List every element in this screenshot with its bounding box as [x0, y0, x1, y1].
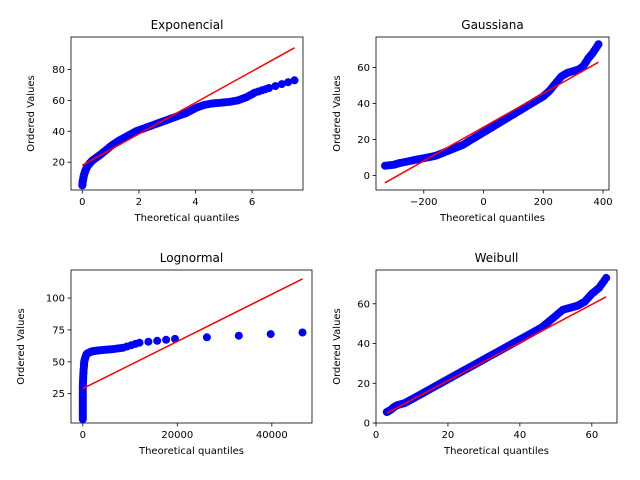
y-tick-label: 60 — [357, 299, 370, 310]
chart-panel-1: 0 2 4 6 20 40 60 80 Exponencial Theoretical quant… — [26, 18, 304, 224]
y-tick-label: 0 — [364, 419, 370, 430]
data-point — [131, 339, 140, 348]
x-tick-label: 0 — [480, 197, 486, 208]
y-tick-label: 20 — [357, 135, 370, 146]
y-axis-label: Ordered Values — [26, 75, 37, 152]
chart-title: Lognormal — [160, 251, 223, 265]
x-axis-label: Theoretical quantiles — [138, 446, 244, 457]
plot-area — [78, 278, 307, 423]
data-point — [202, 333, 211, 342]
data-point — [277, 80, 286, 89]
data-point — [271, 82, 280, 91]
y-axis-label: Ordered Values — [16, 308, 27, 385]
y-tick-label: 100 — [46, 294, 65, 305]
x-tick-label: 4 — [192, 197, 198, 208]
plot-area — [381, 40, 603, 184]
x-tick-label: 6 — [249, 197, 255, 208]
x-tick-label: 400 — [593, 197, 612, 208]
y-tick-label: 20 — [357, 379, 370, 390]
data-point — [593, 42, 602, 51]
y-tick-label: 75 — [52, 325, 65, 336]
plot-area — [382, 273, 611, 417]
fit-line — [384, 61, 599, 184]
data-point — [144, 337, 153, 346]
data-point — [266, 330, 275, 339]
x-axis-label: Theoretical quantiles — [133, 213, 239, 224]
x-tick-label: −200 — [410, 197, 437, 208]
x-tick-label: 60 — [585, 430, 598, 441]
data-point — [600, 276, 609, 285]
chart-title: Exponencial — [151, 18, 224, 32]
y-axis-label: Ordered Values — [332, 308, 343, 385]
data-point — [290, 76, 299, 85]
chart-title: Gaussiana — [461, 18, 523, 32]
x-tick-label: 0 — [80, 430, 86, 441]
chart-title: Weibull — [475, 251, 519, 265]
x-axis-label: Theoretical quantiles — [443, 446, 549, 457]
x-tick-label: 20 — [442, 430, 455, 441]
x-tick-label: 40 — [514, 430, 527, 441]
x-tick-label: 0 — [373, 430, 379, 441]
x-axis-label: Theoretical quantiles — [439, 213, 545, 224]
chart-panel-2: −200 0 200 400 0 20 40 60 Gaussiana Theoretical q… — [332, 18, 613, 224]
y-tick-label: 60 — [52, 96, 65, 107]
x-tick-label: 200 — [534, 197, 553, 208]
y-tick-label: 0 — [364, 171, 370, 182]
data-point — [298, 328, 307, 337]
data-point — [153, 336, 162, 345]
y-axis-label: Ordered Values — [332, 75, 343, 152]
x-tick-label: 20000 — [161, 430, 193, 441]
data-point — [284, 78, 293, 87]
data-point — [162, 335, 171, 344]
y-tick-label: 80 — [52, 65, 65, 76]
y-tick-label: 25 — [52, 389, 65, 400]
fit-line — [81, 47, 295, 166]
y-tick-label: 60 — [357, 63, 370, 74]
y-tick-label: 50 — [52, 357, 65, 368]
x-tick-label: 0 — [79, 197, 85, 208]
chart-panel-4: 0 20 40 60 0 20 40 60 Weibull Theoretical quantil… — [332, 251, 618, 457]
chart-panel-3: 0 20000 40000 25 50 75 100 Lognormal Theoretical… — [16, 251, 313, 457]
y-tick-label: 20 — [52, 158, 65, 169]
data-point — [234, 331, 243, 340]
data-point — [116, 344, 125, 353]
axes-frame — [70, 36, 304, 191]
plot-area — [78, 47, 299, 190]
y-tick-label: 40 — [52, 127, 65, 138]
axes-frame — [70, 269, 313, 424]
y-tick-label: 40 — [357, 339, 370, 350]
axes-frame — [375, 36, 610, 191]
axes-frame — [375, 269, 618, 424]
y-tick-label: 40 — [357, 99, 370, 110]
fit-line — [386, 296, 607, 414]
fit-line — [82, 278, 303, 390]
x-tick-label: 40000 — [256, 430, 288, 441]
data-point — [261, 85, 270, 94]
x-tick-label: 2 — [136, 197, 142, 208]
